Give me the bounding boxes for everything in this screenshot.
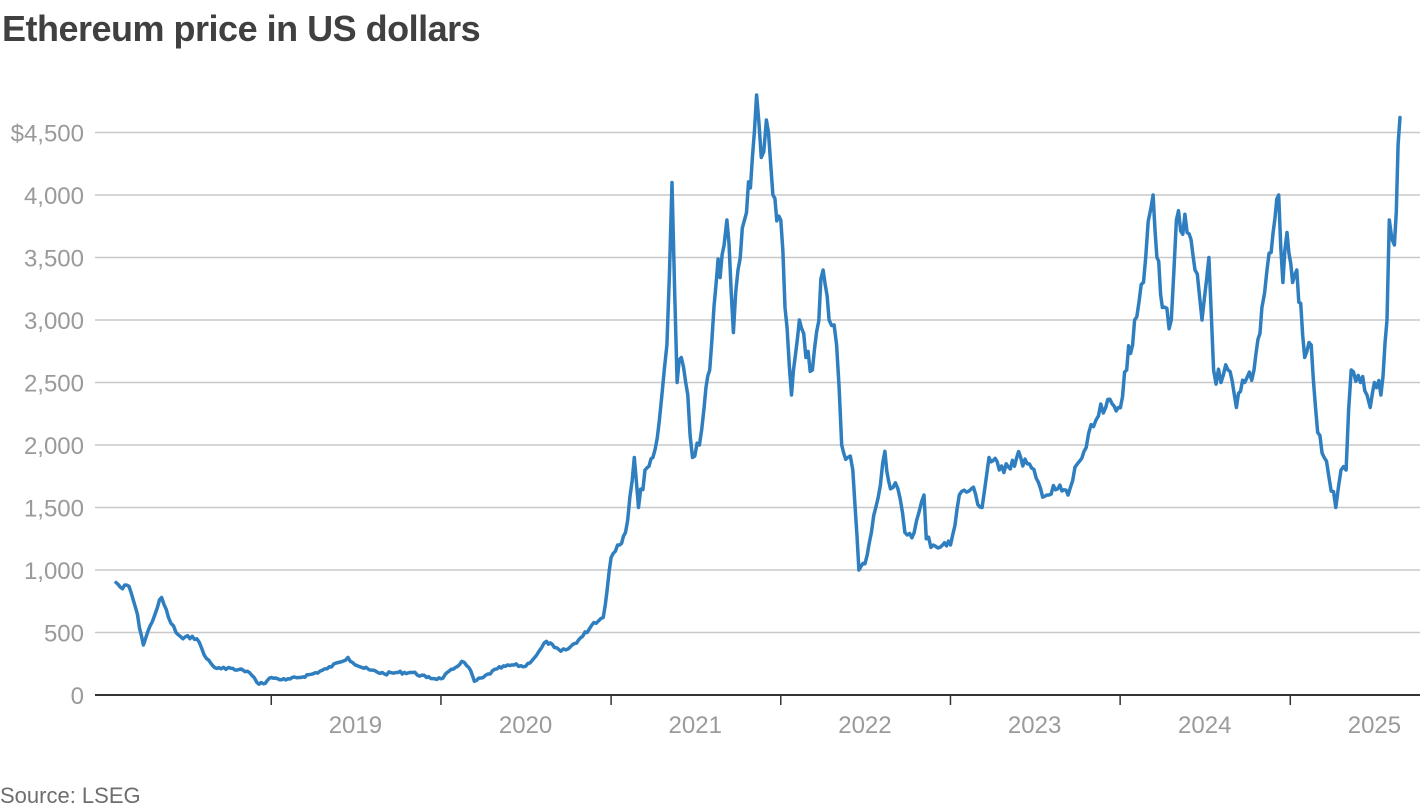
y-tick-label: 1,500 bbox=[24, 496, 84, 523]
chart-title: Ethereum price in US dollars bbox=[2, 8, 481, 49]
y-axis-labels: 0 500 1,000 1,500 2,000 2,500 3,000 3,500 4,000 $… bbox=[11, 121, 84, 711]
series-layer bbox=[114, 93, 1402, 686]
y-tick-label: 0 bbox=[71, 683, 84, 710]
x-axis: 2019 2020 2021 2022 2023 2024 2025 bbox=[95, 694, 1420, 739]
line-chart: 0 500 1,000 1,500 2,000 2,500 3,000 3,500 4,000 $… bbox=[11, 93, 1420, 739]
gridlines bbox=[95, 131, 1420, 634]
series-line-0 bbox=[114, 93, 1402, 686]
y-tick-label: 2,500 bbox=[24, 371, 84, 398]
x-tick-label: 2019 bbox=[329, 712, 382, 739]
x-tick-label: 2023 bbox=[1008, 712, 1061, 739]
x-tick-label: 2022 bbox=[838, 712, 891, 739]
x-tick-label: 2021 bbox=[669, 712, 722, 739]
x-tick-label: 2024 bbox=[1178, 712, 1231, 739]
y-tick-label: 4,000 bbox=[24, 183, 84, 210]
source-note: Source: LSEG bbox=[0, 783, 141, 808]
y-tick-label: 3,500 bbox=[24, 246, 84, 273]
y-tick-label: 3,000 bbox=[24, 308, 84, 335]
y-tick-label: 500 bbox=[44, 621, 84, 648]
y-tick-label: 1,000 bbox=[24, 558, 84, 585]
x-tick-label: 2025 bbox=[1348, 712, 1401, 739]
y-tick-label: 2,000 bbox=[24, 433, 84, 460]
x-tick-label: 2020 bbox=[499, 712, 552, 739]
y-tick-label: $4,500 bbox=[11, 121, 84, 148]
